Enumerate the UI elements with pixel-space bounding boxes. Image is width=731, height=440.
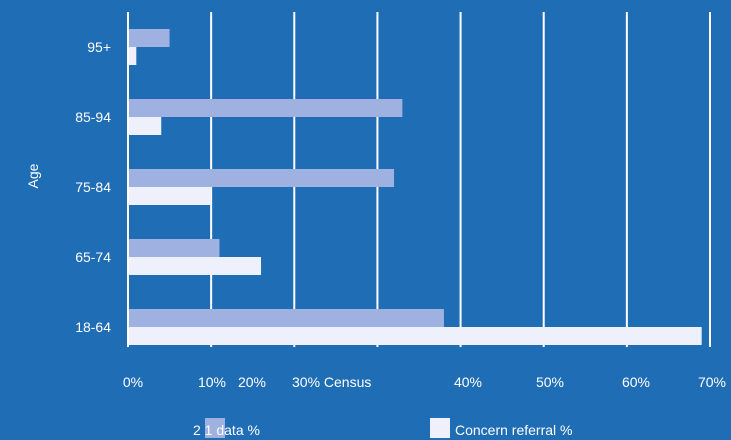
bar-concern-referral — [129, 117, 162, 135]
legend-swatch-2011 — [205, 418, 225, 438]
x-tick-label: 20% — [238, 374, 266, 390]
bar-concern-referral — [129, 187, 212, 205]
y-axis-label: Age — [25, 163, 41, 188]
bar-concern-referral — [129, 327, 702, 345]
bar-2011-census — [129, 239, 220, 257]
category-label: 95+ — [87, 39, 111, 55]
bars — [129, 29, 702, 345]
x-tick-label: 0% — [123, 374, 143, 390]
category-label: 65-74 — [75, 249, 111, 265]
x-tick-label: 70% — [698, 374, 726, 390]
x-tick-label: 50% — [536, 374, 564, 390]
legend-label-2011: 2 1 data % — [193, 422, 260, 438]
x-tick-label: 40% — [454, 374, 482, 390]
legend-label-concern: Concern referral % — [455, 422, 573, 438]
bar-2011-census — [129, 169, 395, 187]
legend: 2 1 data % Concern referral % — [193, 418, 573, 438]
x-tick-label: 60% — [622, 374, 650, 390]
x-tick-label: 30% Census — [292, 374, 371, 390]
bar-concern-referral — [129, 257, 262, 275]
legend-swatch-concern — [430, 418, 450, 438]
category-labels: 95+ 85-94 75-84 65-74 18-64 — [75, 39, 111, 335]
category-label: 18-64 — [75, 319, 111, 335]
bar-concern-referral — [129, 47, 137, 65]
bar-2011-census — [129, 309, 444, 327]
x-tick-labels: 0% 10% 20% 30% Census 40% 50% 60% 70% — [123, 374, 726, 390]
bar-2011-census — [129, 99, 403, 117]
bar-2011-census — [129, 29, 170, 47]
category-label: 85-94 — [75, 109, 111, 125]
x-tick-label: 10% — [198, 374, 226, 390]
category-label: 75-84 — [75, 179, 111, 195]
